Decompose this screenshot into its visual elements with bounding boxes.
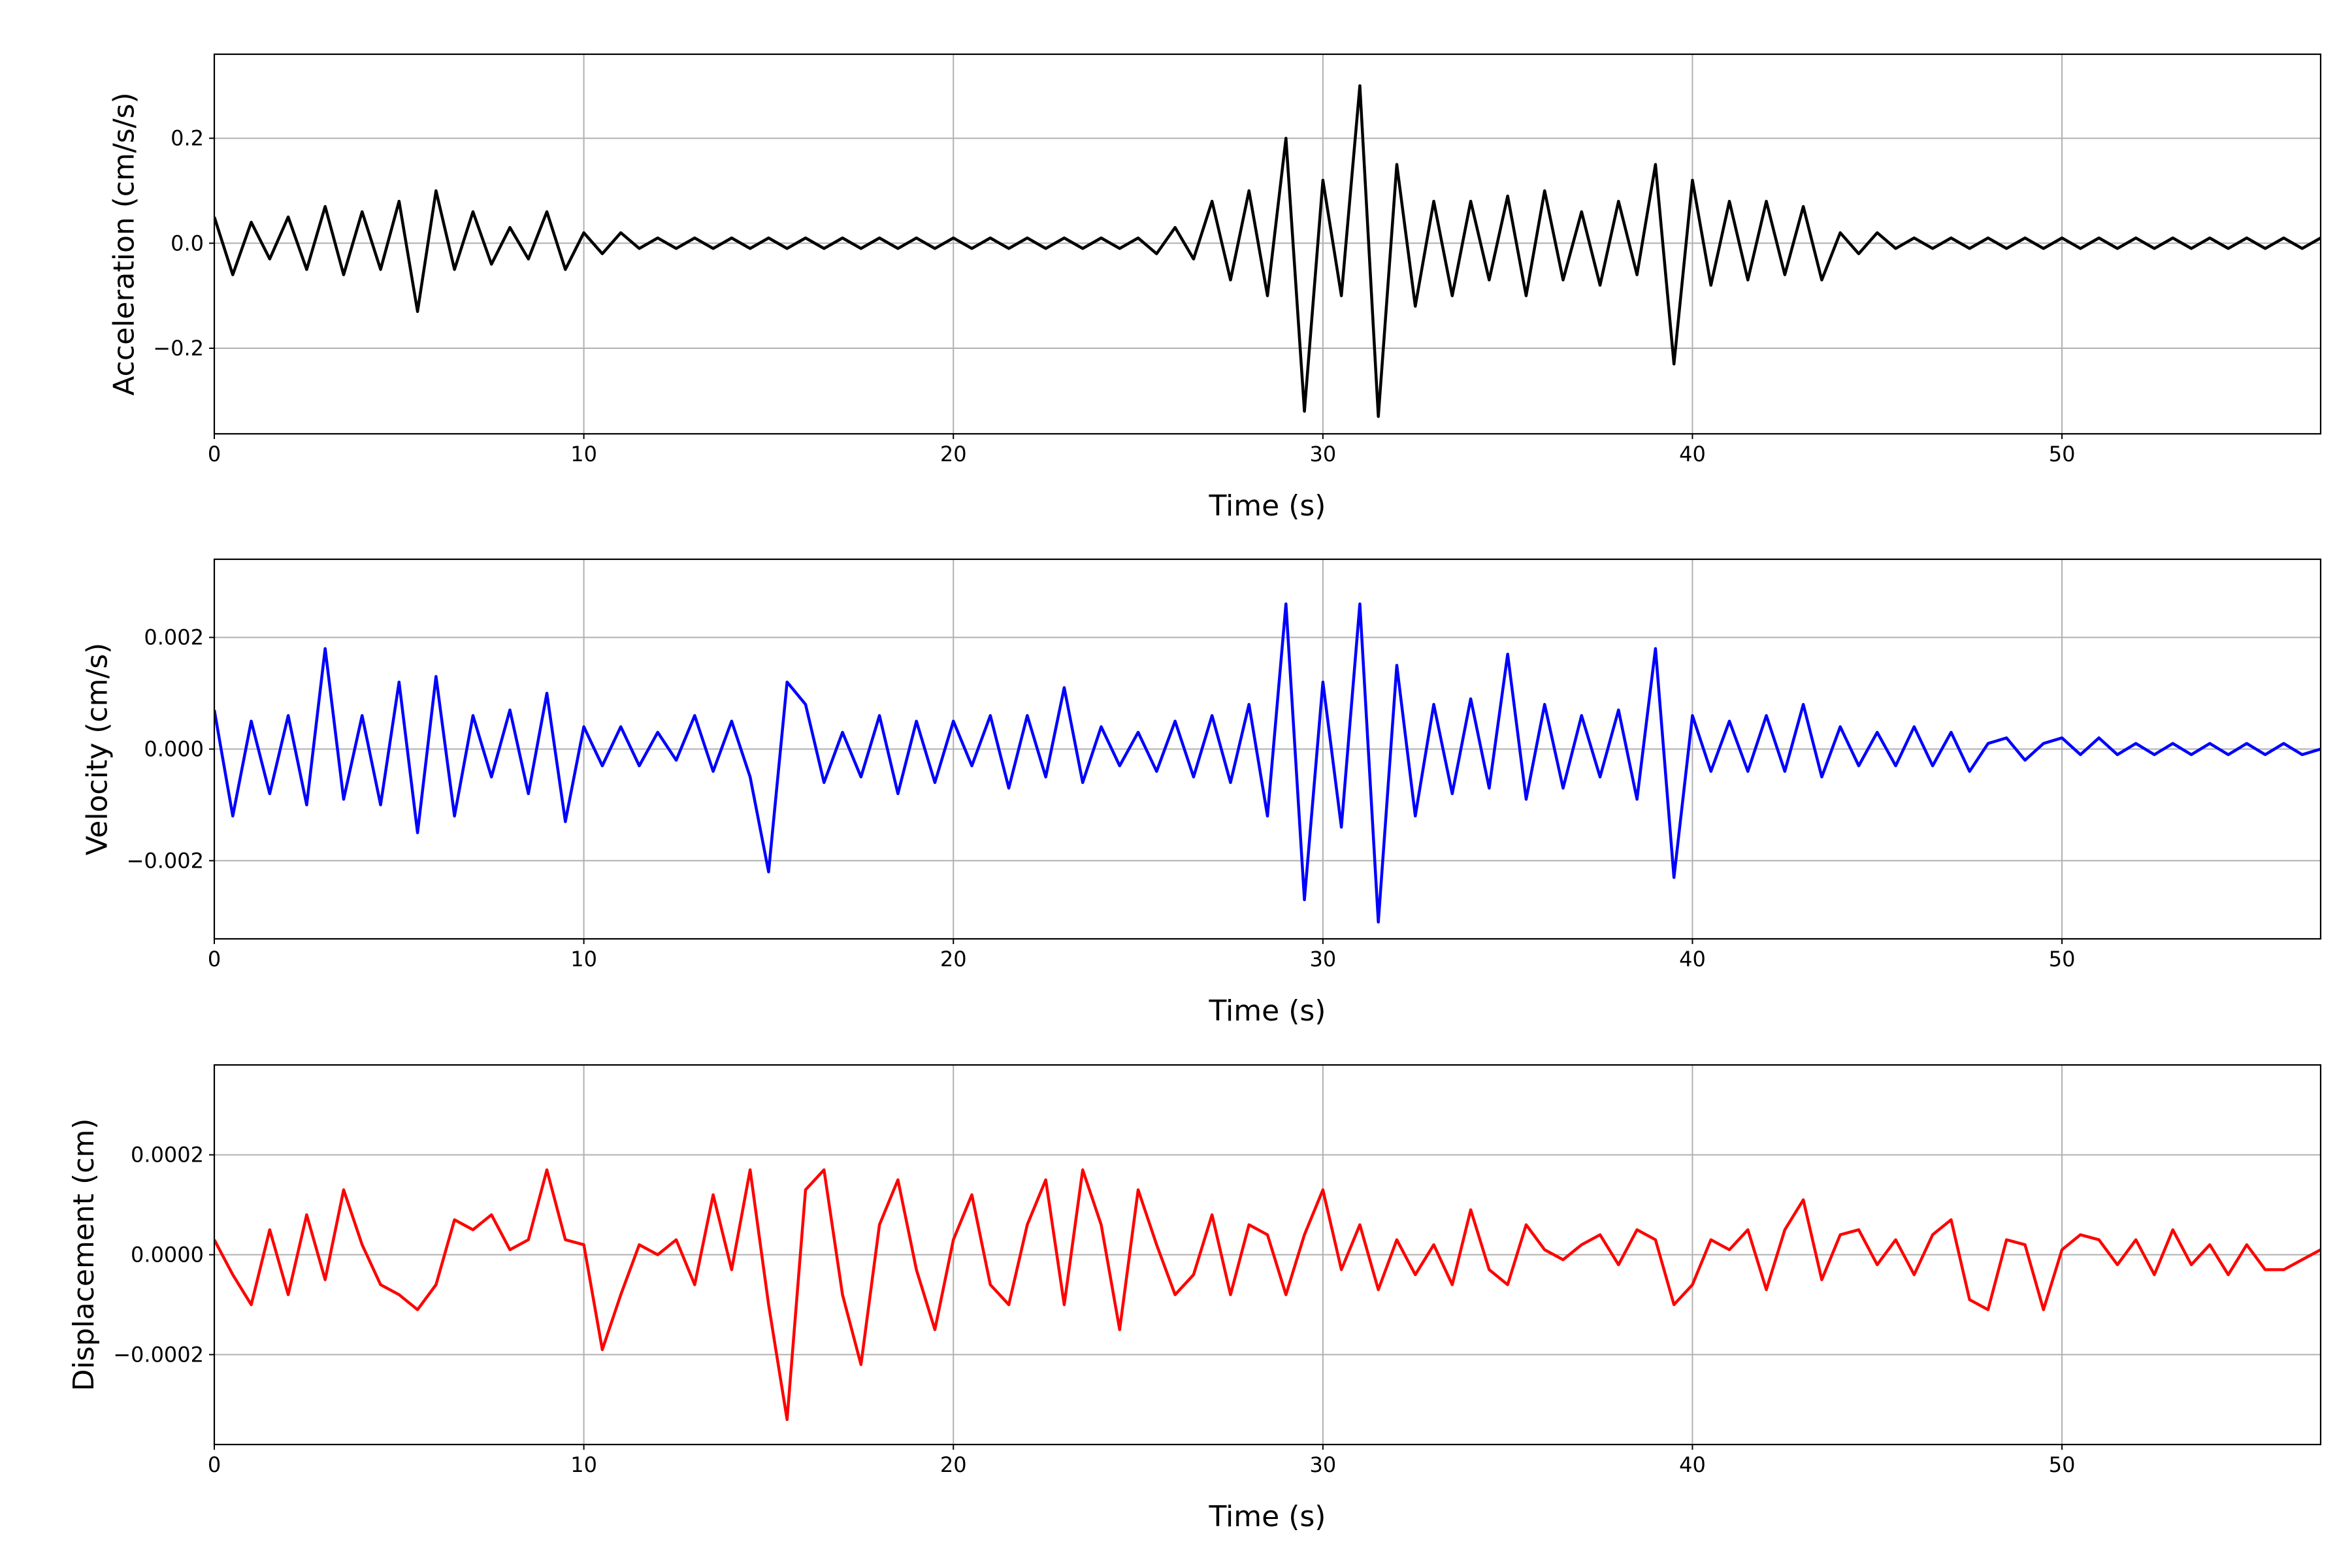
y-tick-label: 0.002 — [144, 625, 204, 650]
plot-area — [214, 1168, 2321, 1422]
x-axis-label: Time (s) — [1209, 1500, 1326, 1533]
y-tick-label: 0.000 — [144, 737, 204, 762]
x-tick-label: 10 — [570, 947, 597, 972]
x-tick-label: 20 — [940, 442, 967, 466]
x-tick-label: 40 — [1679, 1452, 1706, 1477]
plot-area — [214, 84, 2321, 418]
y-tick-label: −0.002 — [127, 848, 204, 873]
subplot: 0 10 20 30 40 50 −0.002 0.000 0.002 Time (s) Veloc… — [81, 558, 2322, 1028]
y-axis-label: Acceleration (cm/s/s) — [107, 92, 140, 395]
y-axis-label: Displacement (cm) — [67, 1119, 101, 1392]
x-tick-label: 30 — [1309, 947, 1336, 972]
y-tick-label: −0.2 — [153, 336, 204, 361]
x-axis-label: Time (s) — [1209, 994, 1326, 1028]
y-tick-label: 0.0 — [171, 231, 204, 255]
x-tick-label: 0 — [208, 442, 221, 466]
x-tick-label: 10 — [570, 1452, 597, 1477]
x-tick-label: 0 — [208, 1452, 221, 1477]
x-tick-label: 40 — [1679, 442, 1706, 466]
y-tick-label: 0.2 — [171, 126, 204, 151]
axes-frame — [213, 53, 2322, 435]
axes-frame — [213, 1064, 2322, 1446]
x-tick-label: 20 — [940, 1452, 967, 1477]
subplot: 0 10 20 30 40 50 −0.2 0.0 0.2 Time (s) Acceleratio… — [107, 53, 2322, 523]
data-line — [214, 1168, 2321, 1422]
subplot: 0 10 20 30 40 50 −0.0002 0.0000 0.0002 Time (s) Di… — [67, 1064, 2322, 1533]
data-line — [214, 602, 2321, 924]
x-tick-label: 0 — [208, 947, 221, 972]
x-tick-label: 10 — [570, 442, 597, 466]
y-tick-label: 0.0000 — [131, 1243, 204, 1267]
x-tick-label: 30 — [1309, 1452, 1336, 1477]
data-line — [214, 84, 2321, 418]
y-tick-label: −0.0002 — [113, 1342, 204, 1367]
y-tick-label: 0.0002 — [131, 1143, 204, 1168]
x-axis-label: Time (s) — [1209, 489, 1326, 523]
x-tick-label: 50 — [2049, 442, 2076, 466]
x-tick-label: 20 — [940, 947, 967, 972]
plot-area — [214, 602, 2321, 924]
x-tick-label: 30 — [1309, 442, 1336, 466]
y-axis-label: Velocity (cm/s) — [81, 643, 114, 856]
axes-frame — [213, 558, 2322, 940]
x-tick-label: 50 — [2049, 947, 2076, 972]
x-tick-label: 50 — [2049, 1452, 2076, 1477]
x-tick-label: 40 — [1679, 947, 1706, 972]
